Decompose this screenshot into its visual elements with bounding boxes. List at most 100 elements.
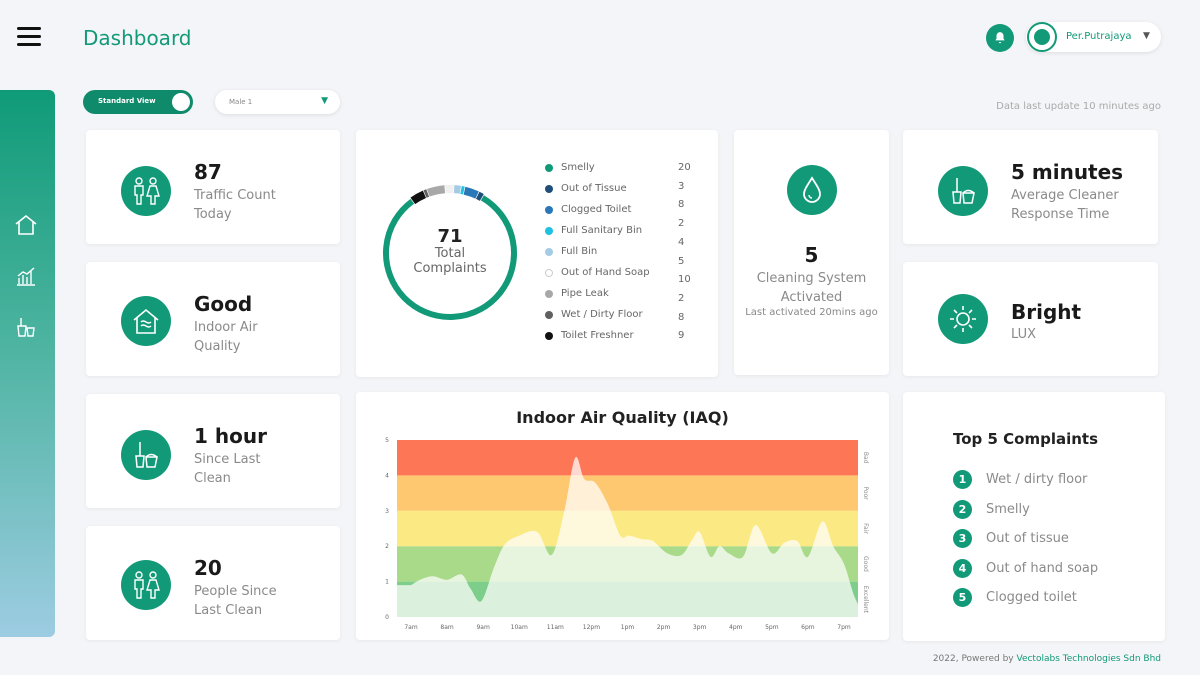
- legend-value: 2: [678, 292, 685, 304]
- lux-card: Bright LUX: [903, 262, 1158, 376]
- response-time-value: 5 minutes: [1011, 160, 1124, 184]
- legend-value: 10: [678, 274, 691, 286]
- total-complaints-value: 71: [437, 226, 463, 247]
- rank-badge: 4: [953, 558, 972, 578]
- response-time-label-2: Response Time: [1011, 207, 1110, 222]
- top-complaint-item: 5 Clogged toilet: [953, 588, 1077, 607]
- traffic-count-card: 87 Traffic Count Today: [86, 130, 340, 244]
- x-tick-label: 4pm: [729, 624, 743, 631]
- air-quality-label-2: Quality: [194, 339, 241, 354]
- legend-value: 9: [678, 330, 685, 342]
- complaints-donut: [383, 185, 517, 320]
- y-tick-label: 2: [385, 543, 389, 550]
- legend-label: Clogged Toilet: [561, 204, 632, 215]
- response-time-card: 5 minutes Average Cleaner Response Time: [903, 130, 1158, 244]
- total-complaints-label-2: Complaints: [413, 261, 487, 276]
- legend-color-dot: [545, 289, 553, 298]
- donut-slice-toilet-freshner: [410, 190, 427, 205]
- rank-badge: 2: [953, 499, 972, 519]
- chevron-down-icon: ▼: [1143, 31, 1150, 41]
- legend-value: 5: [678, 255, 685, 267]
- notification-button[interactable]: [986, 24, 1014, 52]
- x-tick-label: 11am: [547, 624, 564, 631]
- top-complaint-item: 2 Smelly: [953, 499, 1030, 519]
- cleaning-last-activated: Last activated 20mins ago: [745, 307, 878, 318]
- since-clean-label-1: Since Last: [194, 452, 261, 467]
- footer-prefix: 2022, Powered by: [932, 654, 1014, 664]
- legend-label: Full Sanitary Bin: [561, 225, 643, 236]
- avatar: [1027, 22, 1057, 52]
- complaints-legend: Smelly Out of Tissue Clogged Toilet Full Sa…: [545, 162, 705, 352]
- legend-item: Pipe Leak: [545, 288, 609, 299]
- people-count-label-1: People Since: [194, 584, 277, 599]
- analytics-icon[interactable]: [15, 265, 37, 287]
- legend-label: Out of Hand Soap: [561, 267, 650, 278]
- response-time-label-1: Average Cleaner: [1011, 188, 1119, 203]
- complaint-label: Clogged toilet: [986, 590, 1077, 605]
- top-complaint-item: 3 Out of tissue: [953, 529, 1069, 548]
- hamburger-icon[interactable]: [17, 27, 41, 47]
- since-last-clean-card: 1 hour Since Last Clean: [86, 394, 340, 508]
- legend-color-dot: [545, 184, 553, 193]
- cleaning-icon[interactable]: [16, 316, 36, 338]
- cleaning-activated-label-1: Cleaning System: [756, 271, 867, 286]
- cleaning-activated-label-2: Activated: [780, 290, 843, 305]
- location-select[interactable]: Male 1 ▼: [215, 90, 340, 114]
- complaint-label: Out of tissue: [986, 531, 1069, 546]
- y-tick-label: 3: [385, 508, 389, 515]
- iaq-chart-card: Indoor Air Quality (IAQ) Excellent Good Fa…: [356, 392, 889, 640]
- x-tick-label: 1pm: [621, 624, 635, 631]
- last-update-text: Data last update 10 minutes ago: [996, 101, 1161, 112]
- legend-label: Wet / Dirty Floor: [561, 309, 643, 320]
- donut-slice-clogged-toilet: [463, 186, 479, 199]
- air-quality-card: Good Indoor Air Quality: [86, 262, 340, 376]
- legend-color-dot: [545, 268, 553, 277]
- band-label: Poor: [862, 486, 869, 500]
- rank-badge: 1: [953, 470, 972, 489]
- legend-value: 20: [678, 162, 691, 173]
- donut-slice-full-bin: [453, 185, 462, 194]
- traffic-count-label-1: Traffic Count: [194, 188, 276, 203]
- x-tick-label: 5pm: [765, 624, 779, 631]
- people-count-label-2: Last Clean: [194, 603, 263, 618]
- standard-view-toggle[interactable]: Standard View: [83, 90, 193, 114]
- air-quality-label-1: Indoor Air: [194, 320, 258, 335]
- y-tick-label: 0: [385, 614, 389, 621]
- legend-color-dot: [545, 163, 553, 172]
- band-label: Bad: [862, 452, 869, 464]
- legend-value: 2: [678, 218, 685, 230]
- footer-company[interactable]: Vectolabs Technologies Sdn Bhd: [1016, 654, 1161, 664]
- donut-slice-out-of-tissue: [475, 191, 484, 201]
- legend-color-dot: [545, 310, 553, 319]
- legend-label: Out of Tissue: [561, 183, 627, 194]
- donut-slice-smelly: [383, 195, 517, 320]
- band-label: Excellent: [862, 586, 869, 614]
- sun-icon: [938, 294, 988, 344]
- x-tick-label: 12pm: [583, 624, 600, 631]
- iaq-area-series: [397, 456, 866, 617]
- legend-item: Wet / Dirty Floor: [545, 309, 643, 320]
- traffic-count-label-2: Today: [194, 207, 232, 222]
- user-menu[interactable]: Per.Putrajaya ▼: [1026, 22, 1161, 52]
- band-label: Fair: [862, 523, 869, 534]
- band-poor: [397, 475, 858, 511]
- legend-label: Pipe Leak: [561, 288, 609, 299]
- cleaning-system-card: 5 Cleaning System Activated Last activat…: [734, 130, 889, 375]
- user-name: Per.Putrajaya: [1066, 31, 1132, 42]
- legend-label: Smelly: [561, 162, 595, 173]
- cleaning-activated-value: 5: [804, 243, 819, 267]
- legend-value: 3: [678, 180, 685, 192]
- legend-label: Full Bin: [561, 246, 598, 257]
- top5-card: Top 5 Complaints 1 Wet / dirty floor 2 Smel…: [903, 392, 1165, 641]
- legend-value: 8: [678, 199, 685, 211]
- donut-slice-pipe-leak: [426, 185, 446, 197]
- home-icon[interactable]: [14, 214, 38, 236]
- mop-bucket-icon: [938, 166, 988, 216]
- rank-badge: 3: [953, 529, 972, 548]
- legend-item: Toilet Freshner: [545, 330, 634, 341]
- rank-badge: 5: [953, 588, 972, 607]
- total-complaints-label-1: Total: [434, 246, 466, 261]
- x-tick-label: 3pm: [693, 624, 707, 631]
- legend-item: Clogged Toilet: [545, 204, 631, 215]
- top-complaint-item: 4 Out of hand soap: [953, 558, 1098, 578]
